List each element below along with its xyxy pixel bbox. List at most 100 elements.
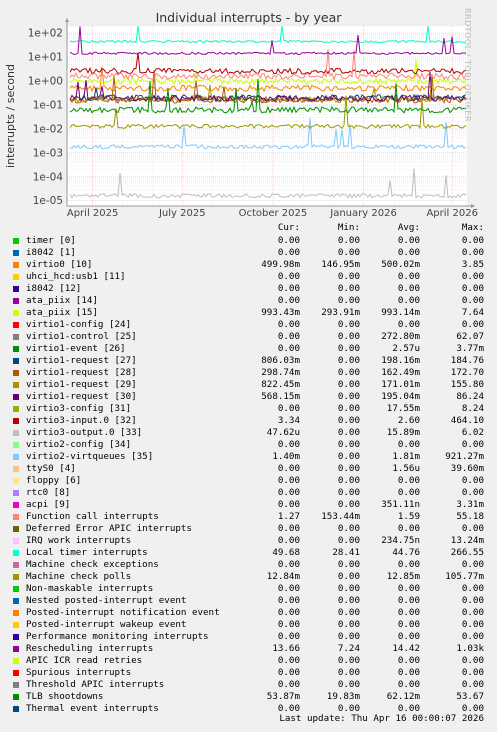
legend-swatch bbox=[13, 442, 19, 448]
legend-max: 0.00 bbox=[461, 655, 484, 666]
legend-cur: 0.00 bbox=[277, 703, 300, 714]
legend-swatch bbox=[13, 262, 19, 268]
legend-max: 13.24m bbox=[450, 535, 484, 546]
legend-avg: 351.11n bbox=[381, 499, 420, 510]
legend-max: 0.00 bbox=[461, 295, 484, 306]
x-tick-label: July 2025 bbox=[158, 208, 206, 219]
y-tick-label: 1e-05 bbox=[33, 195, 63, 207]
legend-min: 0.00 bbox=[337, 439, 360, 450]
legend-row: floppy [6] 0.00 0.00 0.00 0.00 bbox=[12, 475, 490, 487]
legend-series-name: rtc0 [8] bbox=[26, 487, 71, 498]
legend-max: 0.00 bbox=[461, 235, 484, 246]
rrdtool-credit: RRDTOOL / TOBI OETIKER bbox=[463, 8, 472, 123]
legend-avg: 44.76 bbox=[392, 547, 420, 558]
legend-max: 0.00 bbox=[461, 319, 484, 330]
legend-row: virtio3-config [31] 0.00 0.00 17.55m 8.24 bbox=[12, 403, 490, 415]
legend-series-name: Thermal event interrupts bbox=[26, 703, 159, 714]
y-tick-label: 1e+00 bbox=[28, 76, 63, 88]
legend-row: Nested posted-interrupt event 0.00 0.00 0.0… bbox=[12, 595, 490, 607]
legend-series-name: virtio0 [10] bbox=[26, 259, 93, 270]
legend-min: 146.95m bbox=[321, 259, 360, 270]
legend-swatch bbox=[13, 598, 19, 604]
legend-series-name: i8042 [12] bbox=[26, 283, 82, 294]
legend-series-name: Non-maskable interrupts bbox=[26, 583, 154, 594]
legend-row: virtio1-config [24] 0.00 0.00 0.00 0.00 bbox=[12, 319, 490, 331]
legend-swatch bbox=[13, 562, 19, 568]
legend-cur: 993.43m bbox=[261, 307, 300, 318]
legend-min: 0.00 bbox=[337, 283, 360, 294]
legend-swatch bbox=[13, 646, 19, 652]
legend-series-name: Deferred Error APIC interrupts bbox=[26, 523, 192, 534]
legend-max: 86.24 bbox=[456, 391, 484, 402]
legend-avg: 2.60 bbox=[397, 415, 420, 426]
series-line bbox=[69, 52, 467, 75]
legend-series-name: virtio1-request [30] bbox=[26, 391, 137, 402]
legend-row: Performance monitoring interrupts 0.00 0.0… bbox=[12, 631, 490, 643]
legend-row: IRQ work interrupts 0.00 0.00 234.75n 13.24m bbox=[12, 535, 490, 547]
legend-max: 6.02 bbox=[461, 427, 484, 438]
legend-row: timer [0] 0.00 0.00 0.00 0.00 bbox=[12, 235, 490, 247]
legend-swatch bbox=[13, 670, 19, 676]
legend-avg: 171.01m bbox=[381, 379, 420, 390]
legend-avg: 272.80m bbox=[381, 331, 420, 342]
legend: Cur: Min: Avg: Max: timer [0] 0.00 0.00 0.0… bbox=[12, 222, 490, 715]
legend-min: 0.00 bbox=[337, 571, 360, 582]
legend-cur: 0.00 bbox=[277, 343, 300, 354]
legend-max: 464.10 bbox=[450, 415, 484, 426]
legend-swatch bbox=[13, 490, 19, 496]
legend-swatch bbox=[13, 610, 19, 616]
legend-cur: 0.00 bbox=[277, 523, 300, 534]
legend-min: 28.41 bbox=[332, 547, 360, 558]
legend-max: 3.77m bbox=[456, 343, 484, 354]
legend-cur: 0.00 bbox=[277, 475, 300, 486]
legend-swatch bbox=[13, 238, 19, 244]
legend-cur: 1.40m bbox=[272, 451, 300, 462]
legend-cur: 0.00 bbox=[277, 595, 300, 606]
legend-row: Function call interrupts 1.27 153.44m 1.59 5… bbox=[12, 511, 490, 523]
legend-swatch bbox=[13, 406, 19, 412]
legend-min: 0.00 bbox=[337, 247, 360, 258]
legend-row: virtio1-request [28] 298.74m 0.00 162.49m 17… bbox=[12, 367, 490, 379]
legend-max: 0.00 bbox=[461, 475, 484, 486]
legend-row: virtio1-request [30] 568.15m 0.00 195.04m 86… bbox=[12, 391, 490, 403]
legend-max: 921.27m bbox=[445, 451, 484, 462]
series-lines bbox=[69, 25, 467, 199]
legend-swatch bbox=[13, 538, 19, 544]
legend-max: 62.07 bbox=[456, 331, 484, 342]
legend-avg: 17.55m bbox=[386, 403, 420, 414]
legend-cur: 0.00 bbox=[277, 679, 300, 690]
legend-min: 0.00 bbox=[337, 355, 360, 366]
legend-avg: 0.00 bbox=[397, 475, 420, 486]
y-tick-label: 1e-03 bbox=[33, 147, 63, 159]
legend-avg: 0.00 bbox=[397, 595, 420, 606]
legend-min: 0.00 bbox=[337, 343, 360, 354]
legend-series-name: IRQ work interrupts bbox=[26, 535, 132, 546]
legend-max: 0.00 bbox=[461, 607, 484, 618]
legend-avg: 0.00 bbox=[397, 631, 420, 642]
legend-row: Non-maskable interrupts 0.00 0.00 0.00 0.00 bbox=[12, 583, 490, 595]
series-line bbox=[69, 67, 467, 93]
legend-max: 1.03k bbox=[456, 643, 484, 654]
legend-avg: 0.00 bbox=[397, 283, 420, 294]
legend-series-name: Posted-interrupt wakeup event bbox=[26, 619, 187, 630]
legend-row: virtio3-output.0 [33] 47.62u 0.00 15.89m 6.0… bbox=[12, 427, 490, 439]
legend-avg: 0.00 bbox=[397, 703, 420, 714]
legend-row: i8042 [12] 0.00 0.00 0.00 0.00 bbox=[12, 283, 490, 295]
legend-row: ata_piix [15] 993.43m 293.91m 993.14m 7.64 bbox=[12, 307, 490, 319]
legend-row: Machine check exceptions 0.00 0.00 0.00 0.00 bbox=[12, 559, 490, 571]
legend-series-name: virtio2-virtqueues [35] bbox=[26, 451, 154, 462]
series-line bbox=[69, 49, 467, 81]
legend-max: 0.00 bbox=[461, 283, 484, 294]
legend-max: 155.80 bbox=[450, 379, 484, 390]
legend-cur: 298.74m bbox=[261, 367, 300, 378]
legend-avg: 195.04m bbox=[381, 391, 420, 402]
legend-min: 0.00 bbox=[337, 331, 360, 342]
legend-min: 0.00 bbox=[337, 295, 360, 306]
legend-series-name: virtio1-event [26] bbox=[26, 343, 126, 354]
legend-cur: 0.00 bbox=[277, 295, 300, 306]
legend-series-name: Threshold APIC interrupts bbox=[26, 679, 165, 690]
series-line bbox=[69, 117, 467, 150]
legend-avg: 0.00 bbox=[397, 559, 420, 570]
legend-cur: 0.00 bbox=[277, 619, 300, 630]
legend-max: 3.85 bbox=[461, 259, 484, 270]
